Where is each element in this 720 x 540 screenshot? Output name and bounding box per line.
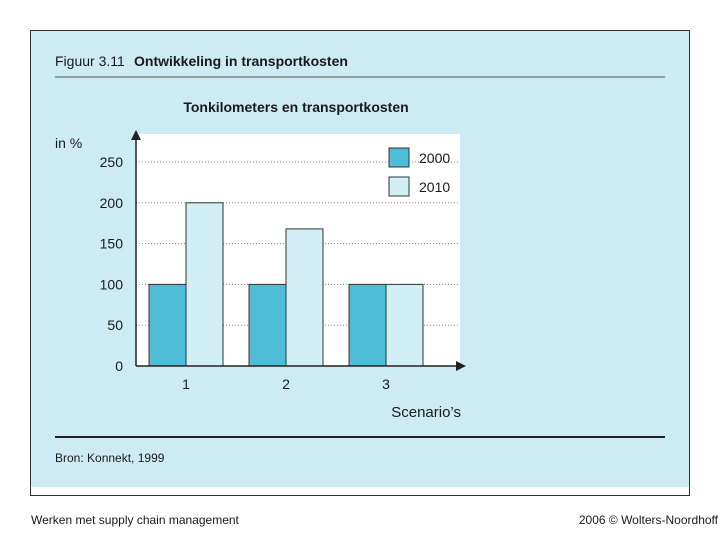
x-tick-label: 1 bbox=[182, 376, 190, 392]
legend: 2000 2010 bbox=[388, 147, 450, 197]
footer-right: 2006 © Wolters-Noordhoff bbox=[578, 513, 718, 527]
x-tick-label: 3 bbox=[382, 376, 390, 392]
bars bbox=[148, 202, 424, 367]
bar-2000-scenario-1 bbox=[148, 283, 187, 367]
legend-swatch-2010 bbox=[388, 176, 410, 197]
bar-2000-scenario-3 bbox=[348, 283, 387, 367]
y-tick-label: 200 bbox=[100, 195, 124, 211]
y-axis-label: in % bbox=[55, 135, 82, 151]
y-tick-label: 0 bbox=[115, 358, 123, 374]
x-tick-labels: 1 2 3 bbox=[182, 376, 390, 392]
y-axis-arrow-icon bbox=[131, 130, 141, 140]
x-axis-label: Scenario’s bbox=[391, 404, 461, 421]
legend-label-2000: 2000 bbox=[419, 150, 450, 166]
bar-2010-scenario-1 bbox=[185, 202, 224, 367]
footer-left: Werken met supply chain management bbox=[31, 513, 239, 527]
figure-title: Ontwikkeling in transportkosten bbox=[134, 53, 348, 69]
figure-number: Figuur 3.11 bbox=[55, 53, 125, 69]
bar-2000-scenario-2 bbox=[248, 283, 287, 367]
x-axis-arrow-icon bbox=[456, 361, 466, 371]
y-tick-label: 250 bbox=[100, 154, 124, 170]
y-tick-labels: 0 50 100 150 200 250 bbox=[100, 154, 124, 374]
y-tick-label: 150 bbox=[100, 236, 124, 252]
y-tick-label: 100 bbox=[100, 276, 124, 292]
y-tick-label: 50 bbox=[107, 317, 123, 333]
chart-title: Tonkilometers en transportkosten bbox=[183, 99, 408, 115]
legend-swatch-2000 bbox=[388, 147, 410, 168]
x-tick-label: 2 bbox=[282, 376, 290, 392]
legend-label-2010: 2010 bbox=[419, 179, 450, 195]
bar-2010-scenario-2 bbox=[285, 228, 324, 367]
source-note: Bron: Konnekt, 1999 bbox=[55, 451, 165, 465]
bar-2010-scenario-3 bbox=[385, 283, 424, 367]
